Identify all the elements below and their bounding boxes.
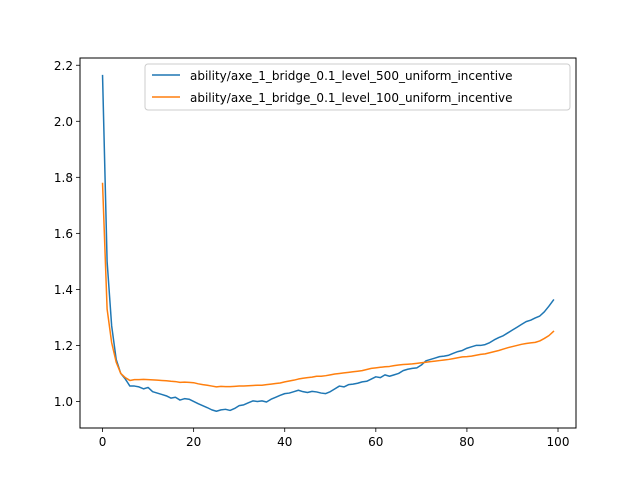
x-tick-label: 60 <box>368 435 383 449</box>
legend-box <box>144 63 571 111</box>
y-tick-label: 2.2 <box>54 59 73 73</box>
series-line-2 <box>101 182 555 388</box>
x-tick-label: 80 <box>459 435 474 449</box>
y-tick-label: 1.2 <box>54 339 73 353</box>
y-tick-label: 2.0 <box>54 115 73 129</box>
y-axis: 1.0 1.2 1.4 1.6 1.8 2.0 2.2 <box>54 59 80 409</box>
y-tick-label: 1.4 <box>54 283 73 297</box>
x-tick-label: 20 <box>186 435 201 449</box>
legend: ability/axe_1_bridge_0.1_level_500_unifo… <box>144 63 571 111</box>
legend-label-series-1: ability/axe_1_bridge_0.1_level_500_unifo… <box>190 69 513 83</box>
series-line-1 <box>101 74 555 413</box>
y-tick-label: 1.8 <box>54 171 73 185</box>
y-tick-label: 1.6 <box>54 227 73 241</box>
legend-label-series-2: ability/axe_1_bridge_0.1_level_100_unifo… <box>190 91 513 105</box>
y-tick-label: 1.0 <box>54 395 73 409</box>
plot-frame <box>79 57 577 429</box>
series-layer <box>101 74 555 413</box>
x-tick-label: 0 <box>99 435 107 449</box>
x-tick-label: 100 <box>547 435 570 449</box>
x-tick-label: 40 <box>277 435 292 449</box>
x-axis: 0 20 40 60 80 100 <box>99 428 570 449</box>
